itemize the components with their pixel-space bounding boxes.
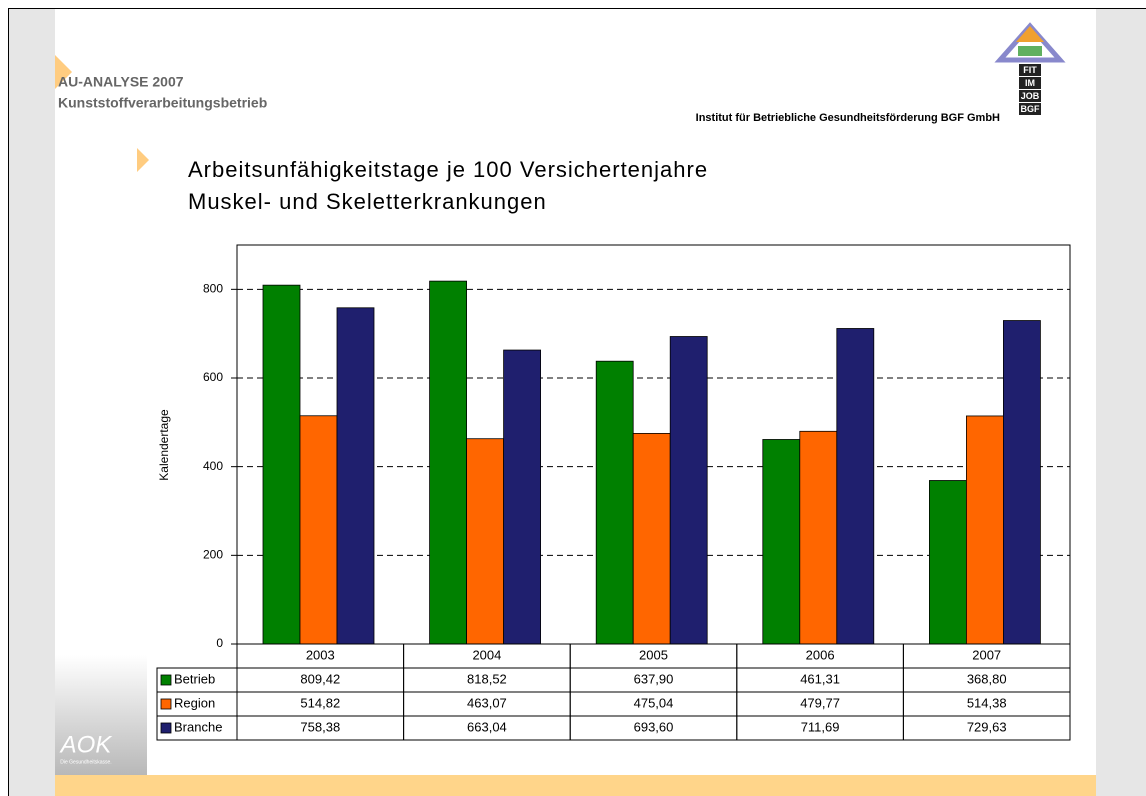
aok-logo: AOK [59, 731, 113, 758]
value-label: 729,63 [967, 719, 1007, 734]
value-label: 809,42 [300, 671, 340, 686]
bar [799, 430, 838, 645]
right-band [1096, 9, 1146, 796]
bar [836, 328, 875, 645]
value-label: 663,04 [467, 719, 507, 734]
logo-text: IM [1025, 78, 1035, 88]
logo-triangle [994, 22, 1066, 63]
legend-swatch [160, 722, 172, 734]
bottom-band [55, 775, 1096, 796]
value-label: 475,04 [634, 695, 674, 710]
y-axis-label: Kalendertage [157, 409, 171, 481]
value-label: 711,69 [801, 719, 840, 734]
x-tick-label: 2006 [806, 647, 835, 662]
bgf-logo: FIT IM JOB BGF [994, 22, 1066, 115]
logo-box [1019, 77, 1041, 89]
bar [929, 480, 967, 645]
legend-swatch [160, 698, 172, 710]
legend-label: Branche [174, 719, 222, 734]
value-label: 368,80 [967, 671, 1007, 686]
bar [1003, 320, 1041, 645]
x-tick-label: 2005 [639, 647, 668, 662]
marker [55, 55, 72, 89]
y-tick-label: 600 [203, 370, 223, 384]
bar [466, 438, 505, 645]
bar [595, 360, 634, 645]
value-label: 637,90 [634, 671, 674, 686]
logo-part [1018, 46, 1042, 56]
bar [966, 415, 1004, 645]
bar [503, 349, 542, 645]
header-line: AU-ANALYSE 2007 [58, 74, 184, 90]
value-label: 758,38 [300, 719, 340, 734]
aok-slogan: Die Gesundheitskasse. [60, 759, 111, 765]
logo-part [1016, 26, 1044, 42]
value-label: 818,52 [467, 671, 507, 686]
bar [262, 284, 301, 645]
bar [762, 439, 801, 645]
value-label: 461,31 [800, 671, 840, 686]
bar [669, 336, 708, 645]
logo-box [1019, 103, 1041, 115]
x-tick-label: 2004 [472, 647, 501, 662]
y-tick-label: 0 [216, 636, 223, 650]
legend-swatch [160, 674, 172, 686]
bar [299, 415, 338, 645]
y-tick-label: 400 [203, 459, 223, 473]
logo-text: JOB [1021, 91, 1040, 101]
header-line: Kunststoffverarbeitungsbetrieb [58, 95, 267, 111]
chart-title: Muskel- und Skeletterkrankungen [188, 189, 547, 214]
bar [336, 307, 375, 645]
logo-text: FIT [1023, 65, 1037, 75]
x-tick-label: 2007 [972, 647, 1001, 662]
institute: Institut für Betriebliche Gesundheitsför… [696, 112, 1000, 124]
value-label: 463,07 [467, 695, 507, 710]
bar [632, 432, 671, 645]
logo-text: BGF [1021, 104, 1041, 114]
aok-panel [55, 655, 147, 775]
left-band [9, 9, 55, 796]
value-label: 693,60 [634, 719, 674, 734]
y-tick-label: 200 [203, 548, 223, 562]
logo-box [1019, 64, 1041, 76]
value-label: 514,38 [967, 695, 1007, 710]
value-label: 479,77 [800, 695, 840, 710]
table-cell [902, 715, 1071, 741]
chart-title: Arbeitsunfähigkeitstage je 100 Versicher… [188, 157, 708, 182]
value-label: 514,82 [300, 695, 340, 710]
logo-box [1019, 90, 1041, 102]
bar [429, 280, 468, 645]
legend-label: Betrieb [174, 671, 215, 686]
marker [137, 148, 149, 172]
y-tick-label: 800 [203, 282, 223, 296]
legend-label: Region [174, 695, 215, 710]
x-tick-label: 2003 [306, 647, 335, 662]
